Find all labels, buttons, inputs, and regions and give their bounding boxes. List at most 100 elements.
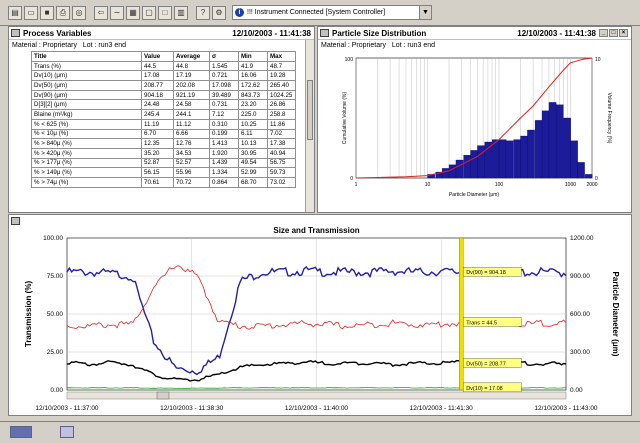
table-cell: 245.4	[141, 109, 174, 120]
y-left-tick: 0	[350, 176, 353, 182]
wave-icon[interactable]: ∼	[110, 5, 124, 20]
folder-icon[interactable]: ▭	[24, 5, 38, 20]
table-cell: 16.06	[238, 70, 268, 82]
table-cell: 19.28	[267, 70, 296, 82]
table-row[interactable]: Dv(90) (μm) 904.18 921.19 39.489 843.73 1024.…	[31, 89, 296, 101]
annotation-label: Trans = 44.5	[466, 320, 497, 326]
table-cell: % < 10μ (%)	[31, 128, 142, 140]
scroll-thumb	[156, 391, 170, 400]
annotation-box	[463, 317, 522, 327]
bar	[463, 155, 471, 179]
table-cell: 6.11	[238, 128, 268, 140]
minimize-button[interactable]: _	[599, 29, 608, 37]
report-icon[interactable]	[60, 426, 74, 438]
x-tick-label: 10	[425, 182, 431, 188]
table-cell: 1.334	[209, 167, 239, 178]
table-cell: 12.76	[173, 138, 210, 149]
open-icon[interactable]: ▤	[8, 5, 22, 20]
table-row[interactable]: Dv(50) (μm) 208.77 202.08 17.098 172.62 265.4…	[31, 80, 296, 91]
table-cell: 24.58	[173, 99, 210, 111]
y-left-tick: 100.00	[43, 235, 63, 242]
instrument-icon[interactable]	[10, 426, 32, 438]
table-cell: 7.12	[209, 109, 239, 120]
instrument-status-select[interactable]: i !!! Instrument Connected [System Contr…	[232, 5, 432, 20]
save-icon[interactable]: ■	[40, 5, 54, 20]
table-row[interactable]: % > 74μ (%) 70.61 70.72 0.864 68.70 73.02	[31, 176, 296, 188]
table-cell: 59.73	[267, 167, 296, 178]
table-cell: 70.61	[141, 176, 174, 188]
table-row[interactable]: % > 149μ (%) 56.15 55.96 1.334 52.99 59.73	[31, 167, 296, 178]
table-cell: 34.53	[173, 147, 210, 159]
bar	[534, 120, 543, 179]
table-cell: 17.19	[173, 70, 210, 82]
table-cell: % > 74μ (%)	[31, 176, 142, 188]
table-cell: 48.7	[267, 60, 296, 72]
scroll-thumb[interactable]	[307, 80, 313, 140]
table-cell: % > 149μ (%)	[31, 167, 142, 178]
frame-icon[interactable]: □	[158, 5, 172, 20]
bar	[577, 162, 585, 179]
size-transmission-chart: Size and Transmission Dv(90) = 904.18 Tran…	[24, 226, 620, 412]
main-toolbar: ▤ ▭ ■ ⎙ ◎ ⇦ ∼ ▦ ▢ □ ▥ ? ⚙ i !!! Instrume…	[0, 0, 640, 26]
binoculars-icon[interactable]: ◎	[72, 5, 86, 20]
panel-timestamp: 12/10/2003 - 11:41:38	[232, 28, 311, 38]
table-row[interactable]: % > 177μ (%) 52.87 52.57 1.439 49.54 56.75	[31, 157, 296, 169]
y-right-axis-label: Particle Diameter (μm)	[611, 272, 620, 357]
table-cell: 70.72	[173, 176, 210, 188]
bar	[563, 117, 571, 179]
table-row[interactable]: % < 10μ (%) 6.70 6.66 0.199 6.11 7.02	[31, 128, 296, 140]
bar	[555, 104, 564, 179]
chart-icon[interactable]: ▥	[174, 5, 188, 20]
table-cell: 68.70	[238, 176, 268, 188]
maximize-button[interactable]: □	[609, 29, 618, 37]
print-icon[interactable]: ⎙	[56, 5, 70, 20]
x-tick-label: 12/10/2003 - 11:38:30	[160, 405, 224, 412]
vertical-scrollbar[interactable]	[305, 40, 314, 212]
table-cell: 26.86	[267, 99, 296, 111]
close-button[interactable]: ×	[619, 29, 628, 37]
table-cell: 258.8	[267, 109, 296, 120]
x-axis-label: Particle Diameter (μm)	[449, 192, 499, 198]
table-cell: 17.098	[209, 80, 239, 91]
cumulative-line	[355, 57, 593, 179]
chevron-down-icon[interactable]: ▼	[419, 6, 431, 19]
table-cell: 1.413	[209, 138, 239, 149]
table-cell: 73.02	[267, 176, 296, 188]
table-cell: 1.920	[209, 147, 239, 159]
psd-titlebar: Particle Size Distribution 12/10/2003 - …	[318, 27, 631, 40]
table-row[interactable]: D[3][2] (μm) 24.48 24.58 0.731 23.20 26.86	[31, 99, 296, 111]
table-row[interactable]: % < 625 (%) 11.19 11.12 0.310 10.25 11.86	[31, 118, 296, 130]
bar	[584, 174, 593, 179]
table-cell: 1024.25	[267, 89, 296, 101]
header-cell: Min	[238, 51, 268, 62]
grid-icon[interactable]: ▦	[126, 5, 140, 20]
settings-icon[interactable]: ⚙	[212, 5, 226, 20]
arrow-icon[interactable]: ⇦	[94, 5, 108, 20]
table-row[interactable]: Dv(10) (μm) 17.08 17.19 0.721 16.06 19.28	[31, 70, 296, 82]
table-row[interactable]: Trans (%) 44.5 44.8 1.545 41.9 48.7	[31, 60, 296, 72]
panel-title: Process Variables	[23, 28, 92, 38]
instrument-status-text: !!! Instrument Connected [System Control…	[247, 9, 386, 16]
table-row[interactable]: Blaine (m²/kg) 245.4 244.1 7.12 225.0 258.8	[31, 109, 296, 120]
table-cell: % > 420μ (%)	[31, 147, 142, 159]
help-icon[interactable]: ?	[196, 5, 210, 20]
table-row[interactable]: % > 840μ (%) 12.35 12.76 1.413 10.13 17.38	[31, 138, 296, 149]
table-cell: 56.15	[141, 167, 174, 178]
table-cell: 56.75	[267, 157, 296, 169]
material-label: Material : Proprietary	[321, 42, 386, 49]
window-icon	[11, 29, 20, 37]
x-tick-label: 100	[495, 182, 504, 188]
table-cell: 49.54	[238, 157, 268, 169]
window-icon[interactable]: ▢	[142, 5, 156, 20]
table-cell: 12.35	[141, 138, 174, 149]
y-right-tick: 900.00	[570, 273, 590, 280]
annotation-label: Dv(10) = 17.08	[466, 386, 503, 392]
table-row[interactable]: % > 420μ (%) 35.20 34.53 1.920 30.95 40.94	[31, 147, 296, 159]
bar	[527, 129, 535, 179]
lot-label: Lot : run3 end	[82, 42, 127, 49]
header-cell: Max	[267, 51, 296, 62]
y-right-tick: 600.00	[570, 311, 590, 318]
bar	[448, 164, 457, 179]
y-right-tick: 0	[595, 176, 598, 182]
table-cell: 52.99	[238, 167, 268, 178]
